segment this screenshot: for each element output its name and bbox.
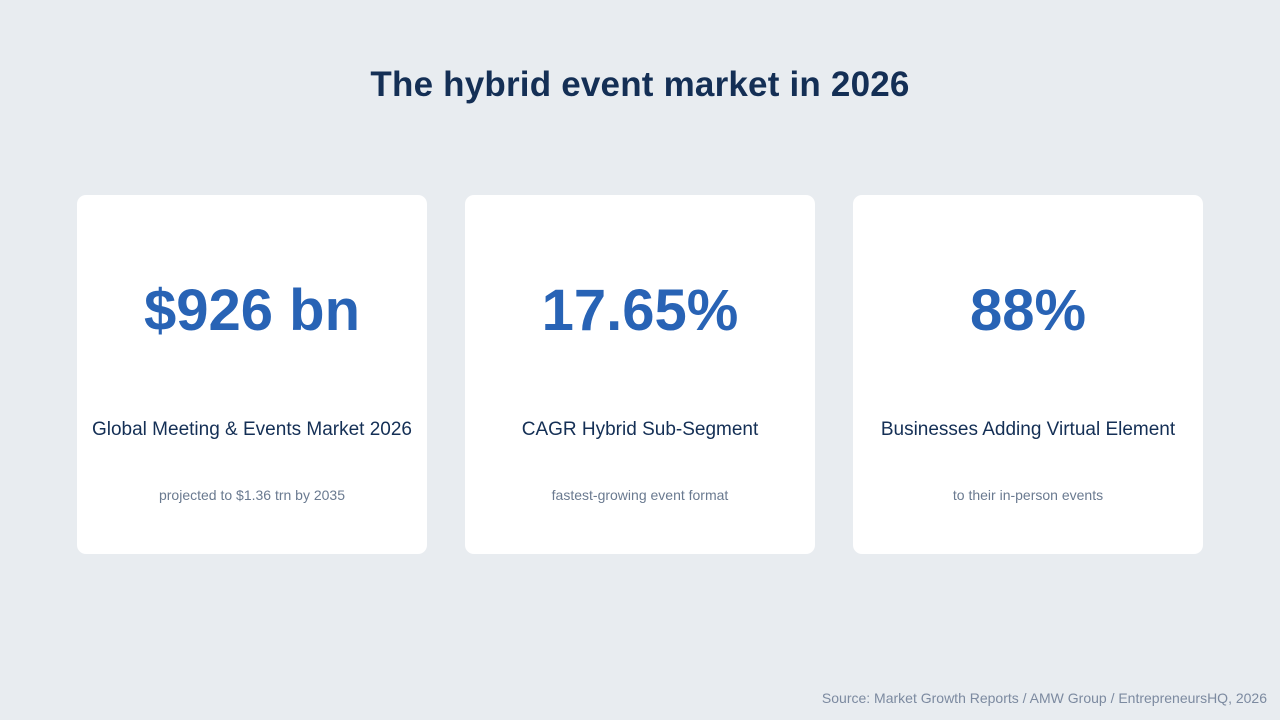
stat-value: 88%	[969, 278, 1087, 343]
stat-card-virtual-element: 88% Businesses Adding Virtual Element to…	[853, 195, 1203, 554]
stat-label: CAGR Hybrid Sub-Segment	[521, 419, 759, 440]
stat-value: $926 bn	[144, 278, 360, 343]
stat-label: Global Meeting & Events Market 2026	[91, 419, 412, 440]
stat-label: Businesses Adding Virtual Element	[880, 419, 1176, 440]
source-note: Source: Market Growth Reports / AMW Grou…	[821, 690, 1267, 706]
stat-subtitle: to their in-person events	[952, 487, 1104, 503]
stat-card-cagr: 17.65% CAGR Hybrid Sub-Segment fastest-g…	[465, 195, 815, 554]
stat-subtitle: fastest-growing event format	[551, 487, 729, 503]
stat-card-market-size: $926 bn Global Meeting & Events Market 2…	[77, 195, 427, 554]
stat-subtitle: projected to $1.36 trn by 2035	[158, 487, 346, 503]
stat-value: 17.65%	[541, 278, 739, 343]
page-title: The hybrid event market in 2026	[370, 65, 910, 104]
